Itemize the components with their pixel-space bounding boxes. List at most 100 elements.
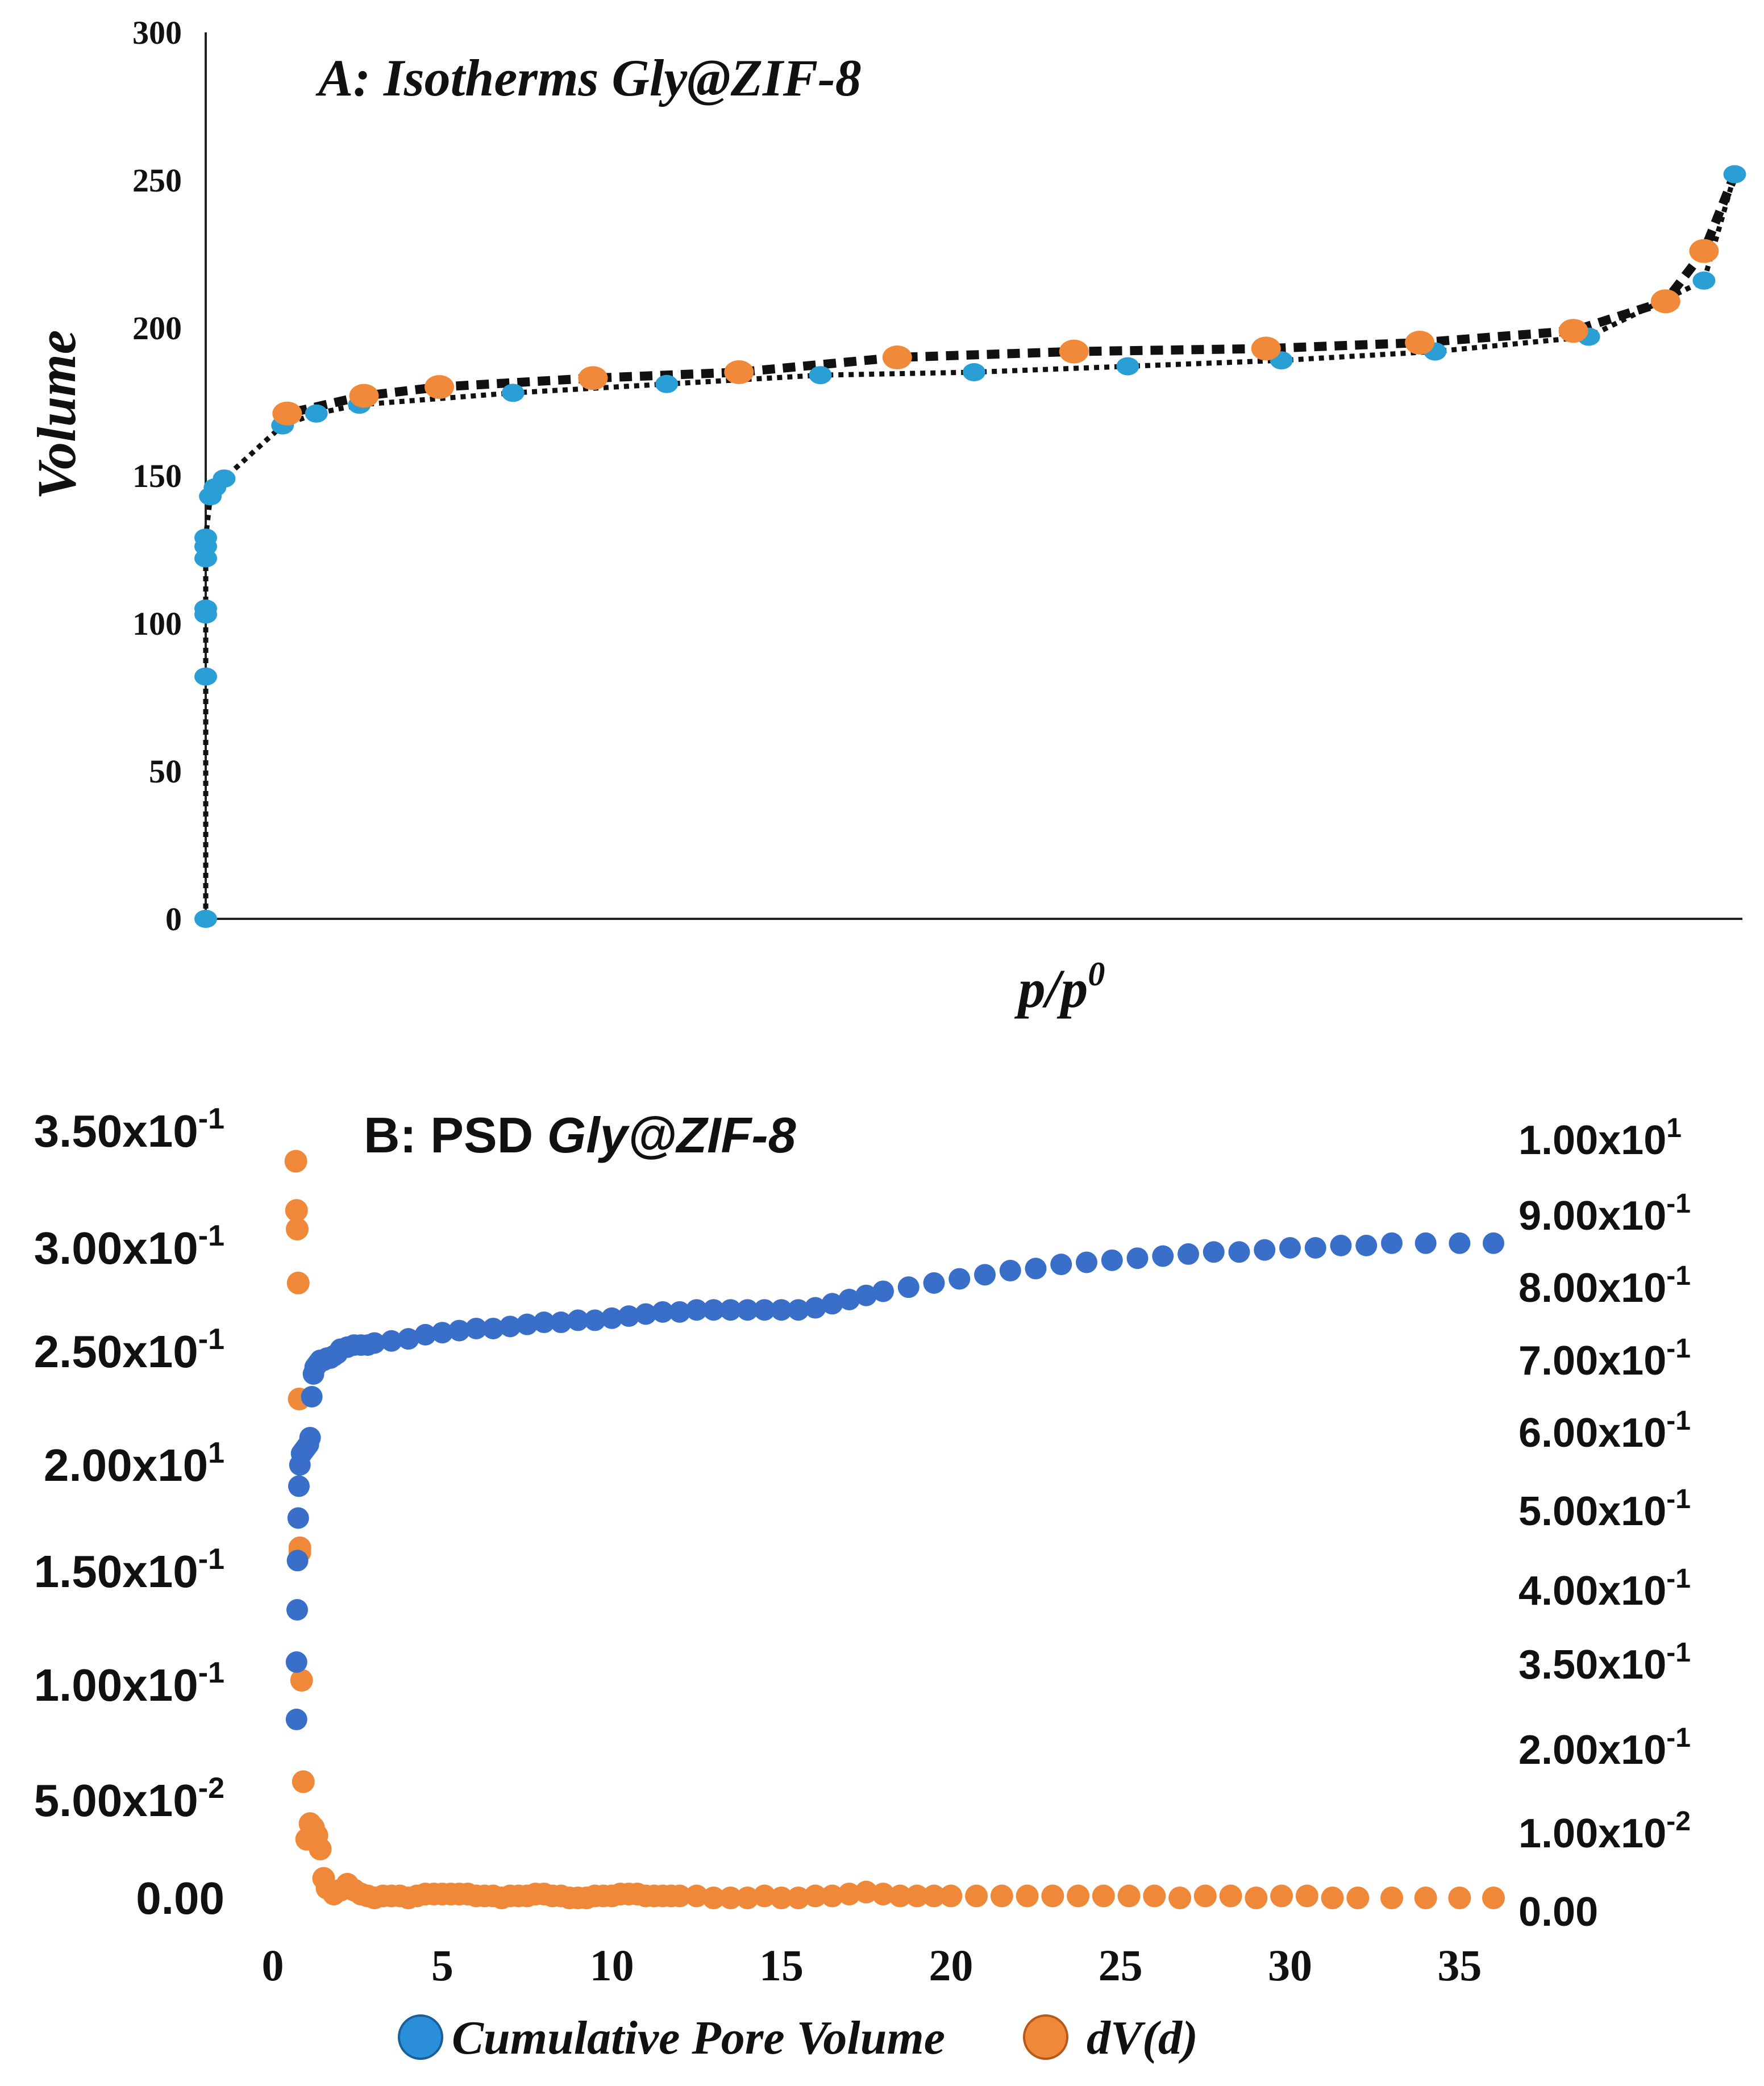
chart-b-right-tick-mantissa: 2.00x10	[1518, 1727, 1666, 1773]
chart-b-left-tick-label: 5.00x10-2	[34, 1772, 224, 1826]
chart-b-left-tick-exponent: -1	[198, 1219, 224, 1252]
chart-b-cumulative-point	[1126, 1247, 1149, 1269]
chart-b-cumulative-point	[1178, 1243, 1199, 1265]
chart-b-right-tick-exponent: -1	[1666, 1189, 1691, 1219]
chart-b-cumulative-point	[702, 1299, 725, 1321]
chart-b-cumulative-point	[397, 1328, 419, 1350]
chart-b-cumulative-point	[1152, 1245, 1174, 1267]
chart-b-cumulative-point	[974, 1264, 996, 1286]
chart-b-cumulative-point	[923, 1272, 945, 1294]
legend-label-dv: dV(d)	[1087, 2012, 1198, 2064]
chart-b-cumulative-point	[287, 1507, 309, 1529]
chart-b-left-tick-mantissa: 2.00x10	[44, 1440, 208, 1490]
chart-b-cumulative-point	[584, 1309, 606, 1331]
chart-b-left-tick-exponent: 1	[208, 1437, 224, 1469]
chart-b-right-tick-label: 4.00x10-1	[1518, 1564, 1691, 1614]
chart-b-dv-point	[1270, 1884, 1293, 1908]
chart-b-left-tick-label: 2.50x10-1	[34, 1323, 224, 1377]
chart-b-cumulative-point	[669, 1301, 690, 1323]
chart-b-left-tick-exponent: -1	[198, 1543, 224, 1576]
chart-b-right-tick-mantissa: 1.00x10	[1518, 1811, 1666, 1856]
chart-a-y-ticks: 0 50 100 150 200 250 300	[132, 14, 182, 938]
chart-b-cumulative-point	[1101, 1249, 1123, 1271]
chart-b-dv-point	[719, 1887, 742, 1909]
chart-b-dv-point	[1414, 1887, 1437, 1909]
chart-b-dv-point	[804, 1884, 827, 1908]
chart-b-right-tick-label: 3.50x10-1	[1518, 1638, 1691, 1688]
chart-b-left-tick-exponent: -1	[198, 1656, 224, 1689]
chart-b-cumulative-point	[364, 1332, 385, 1354]
chart-b-cumulative-point	[1330, 1234, 1352, 1256]
chart-b-cumulative-point	[771, 1299, 792, 1321]
chart-b-dv-point	[855, 1880, 878, 1904]
chart-b-cumulative-point	[299, 1427, 321, 1448]
chart-b-dv-point	[286, 1271, 310, 1294]
chart-b-cumulative-point	[465, 1317, 487, 1339]
chart-a-y-tick-label: 250	[132, 162, 182, 199]
chart-b-right-tick-mantissa: 9.00x10	[1518, 1193, 1666, 1239]
chart-b-right-tick-mantissa: 3.50x10	[1518, 1642, 1666, 1688]
chart-b-title-italic: Gly@ZIF-8	[547, 1107, 796, 1163]
chart-b-cumulative-point	[550, 1311, 572, 1334]
chart-b-x-tick-label: 5	[431, 1941, 454, 1990]
chart-b-right-tick-label: 1.00x10-2	[1518, 1806, 1691, 1856]
chart-b-dv-point	[290, 1669, 313, 1692]
chart-b-left-tick-label: 3.50x10-1	[34, 1102, 224, 1156]
chart-b-right-tick-exponent: -1	[1666, 1564, 1691, 1594]
chart-b-cumulative-point	[414, 1323, 436, 1346]
chart-b-cumulative-point	[1254, 1239, 1276, 1261]
chart-b-cumulative-point	[787, 1299, 809, 1321]
chart-a-adsorption-point	[305, 404, 328, 423]
chart-b-cumulative-point	[838, 1289, 860, 1310]
chart-b-cumulative-point	[1279, 1237, 1301, 1259]
chart-a-isotherms: A: Isotherms Gly@ZIF-8 Volume p/p0 05010…	[26, 14, 1746, 1019]
chart-a-points	[194, 165, 1746, 928]
chart-b-right-tick-exponent: -1	[1666, 1638, 1691, 1668]
chart-a-adsorption-point	[809, 366, 832, 385]
chart-b-cumulative-point	[1203, 1241, 1225, 1263]
chart-b-right-tick-label: 0.00	[1518, 1889, 1598, 1935]
chart-b-cumulative-point	[1355, 1234, 1378, 1256]
chart-b-left-tick-label: 2.00x101	[44, 1437, 224, 1490]
chart-b-dv-point	[284, 1150, 307, 1173]
chart-b-right-tick-mantissa: 1.00x10	[1518, 1118, 1666, 1163]
chart-b-title: B: PSD Gly@ZIF-8	[364, 1107, 796, 1163]
chart-b-x-tick-label: 0	[262, 1941, 284, 1990]
chart-b-cumulative-point	[301, 1386, 323, 1408]
chart-a-y-tick-label: 0	[165, 901, 182, 938]
chart-b-points	[284, 1150, 1505, 1909]
chart-b-cumulative-point	[286, 1599, 308, 1621]
chart-b-right-tick-label: 1.00x101	[1518, 1113, 1682, 1163]
chart-a-desorption-point	[1405, 331, 1435, 355]
chart-a-y-tick-label: 150	[132, 457, 182, 494]
chart-b-cumulative-point	[380, 1330, 402, 1352]
chart-a-title: A: Isotherms Gly@ZIF-8	[315, 49, 862, 107]
chart-b-left-tick-exponent: -1	[198, 1102, 224, 1135]
chart-a-desorption-point	[1558, 319, 1588, 343]
chart-b-dv-point	[821, 1884, 844, 1908]
chart-b-cumulative-point	[948, 1268, 971, 1290]
chart-a-adsorption-point	[1692, 271, 1716, 290]
chart-b-left-tick-mantissa: 3.00x10	[34, 1223, 198, 1273]
chart-b-cumulative-point	[1025, 1258, 1047, 1280]
chart-b-dv-point	[872, 1883, 895, 1906]
chart-b-cumulative-point	[897, 1276, 920, 1298]
chart-b-dv-point	[965, 1884, 988, 1908]
chart-a-adsorption-point	[213, 469, 236, 488]
chart-b-dv-point	[1482, 1887, 1505, 1909]
chart-a-y-tick-label: 200	[132, 310, 182, 347]
chart-b-left-tick-label: 0.00	[136, 1873, 224, 1923]
chart-b-cumulative-point	[285, 1651, 307, 1673]
chart-b-right-tick-mantissa: 5.00x10	[1518, 1489, 1666, 1534]
chart-b-left-tick-mantissa: 0.00	[136, 1873, 224, 1923]
chart-a-x-axis-label-main: p/p	[1014, 958, 1088, 1019]
chart-b-cumulative-point	[499, 1315, 521, 1338]
chart-b-right-tick-mantissa: 0.00	[1518, 1889, 1598, 1935]
chart-b-left-tick-label: 1.00x10-1	[34, 1656, 224, 1710]
chart-b-cumulative-point	[288, 1475, 310, 1497]
chart-b-dv-point	[922, 1884, 946, 1908]
chart-b-title-prefix: B: PSD	[364, 1107, 547, 1163]
chart-a-adsorption-point	[194, 599, 217, 618]
chart-a-adsorption-point	[501, 384, 525, 402]
